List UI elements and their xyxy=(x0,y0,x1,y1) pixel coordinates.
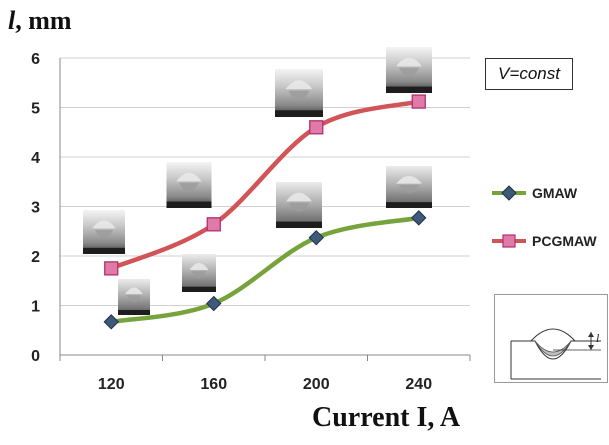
weld-profile-diagram: l xyxy=(510,328,601,380)
y-tick-label: 4 xyxy=(31,150,40,167)
photo-bead xyxy=(285,80,313,90)
series-line-pcgmaw xyxy=(109,99,421,271)
weld-cross-section-photo xyxy=(386,47,432,93)
photo-penetration xyxy=(288,90,310,101)
photo-penetration xyxy=(126,295,142,303)
photo-penetration xyxy=(398,67,420,77)
legend-swatch-gmaw xyxy=(492,185,526,201)
y-axis-title: l, mm xyxy=(8,6,72,36)
photo-bead xyxy=(286,192,312,202)
x-tick-label: 160 xyxy=(200,376,227,393)
data-point-gmaw xyxy=(411,210,427,226)
weld-cross-section-photo xyxy=(386,166,432,208)
y-axis-unit: , mm xyxy=(15,6,72,35)
photo-bead xyxy=(396,175,422,184)
weld-cross-section-photo xyxy=(118,279,150,315)
weld-cross-section-photo xyxy=(83,210,125,254)
inset-depth-label: l xyxy=(596,331,600,345)
photo-bead xyxy=(189,262,209,270)
photo-penetration xyxy=(288,202,310,212)
photo-bead xyxy=(396,57,422,67)
legend-swatch-pcgmaw xyxy=(492,234,526,248)
photo-penetration xyxy=(398,184,420,194)
photo-base-strip xyxy=(386,202,432,208)
weld-cross-section-photo xyxy=(166,162,212,208)
photo-base-strip xyxy=(118,309,150,315)
photo-base-strip xyxy=(386,86,432,93)
photo-bead xyxy=(92,220,116,229)
photo-penetration xyxy=(94,229,114,239)
photo-base-strip xyxy=(275,110,323,117)
series-line-gmaw xyxy=(109,215,421,325)
photo-base-strip xyxy=(166,201,212,208)
data-point-pcgmaw xyxy=(104,261,119,276)
x-tick-label: 200 xyxy=(303,376,330,393)
x-tick-label: 240 xyxy=(405,376,432,393)
y-tick-label: 0 xyxy=(31,348,40,365)
weld-cross-section-photo xyxy=(275,69,323,117)
photo-base-strip xyxy=(276,221,322,228)
photo-penetration xyxy=(179,182,199,192)
annotation-text: V=const xyxy=(498,64,560,83)
x-tick-label: 120 xyxy=(98,376,125,393)
legend-item-pcgmaw: PCGMAW xyxy=(490,230,597,252)
y-tick-label: 1 xyxy=(31,299,40,316)
annotation-box: V=const xyxy=(485,58,573,90)
weld-cross-section-photo xyxy=(182,254,216,292)
photo-base-strip xyxy=(83,247,125,254)
data-point-gmaw xyxy=(103,314,119,330)
y-tick-label: 3 xyxy=(31,200,40,217)
data-point-pcgmaw xyxy=(309,120,324,135)
legend: GMAW PCGMAW xyxy=(490,182,597,278)
weld-cross-section-photo xyxy=(276,182,322,228)
x-axis-title: Current I, A xyxy=(312,402,461,433)
photo-bead xyxy=(125,287,143,295)
weld-profile-inset: l xyxy=(494,294,608,383)
y-tick-label: 5 xyxy=(31,101,40,118)
legend-label-pcgmaw: PCGMAW xyxy=(532,233,597,249)
data-point-pcgmaw xyxy=(206,217,221,232)
y-tick-label: 2 xyxy=(31,249,40,266)
data-point-pcgmaw xyxy=(411,94,426,109)
legend-item-gmaw: GMAW xyxy=(490,182,597,204)
photo-base-strip xyxy=(182,286,216,292)
data-point-gmaw xyxy=(308,229,324,246)
photo-penetration xyxy=(191,271,207,279)
data-point-gmaw xyxy=(206,295,222,312)
y-tick-label: 6 xyxy=(31,51,40,68)
legend-label-gmaw: GMAW xyxy=(532,185,578,201)
y-axis-variable: l xyxy=(8,6,16,35)
photo-bead xyxy=(176,172,202,182)
